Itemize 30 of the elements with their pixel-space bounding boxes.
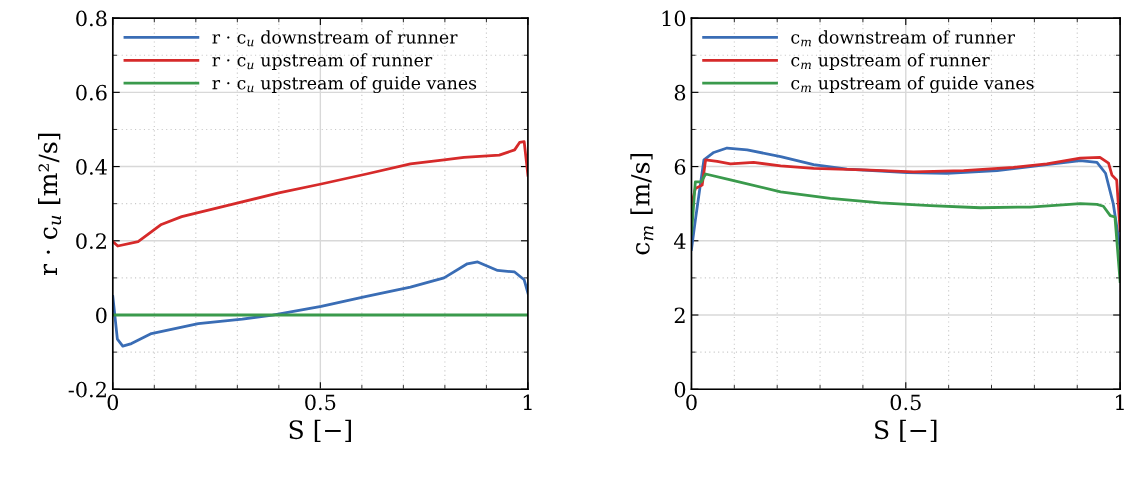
y-tick-label: 0.6 <box>76 84 107 101</box>
y-tick-label: 2 <box>674 307 685 323</box>
x-tick-label: 1 <box>523 394 532 410</box>
x-tick-label: 0.5 <box>305 394 336 411</box>
x-tick-label: 0 <box>107 394 119 411</box>
line-series <box>112 140 528 248</box>
y-tick-label: 0.8 <box>76 10 107 27</box>
y-tick-label: 0 <box>96 307 107 324</box>
legend-label: r · c$_{u}$ upstream of runner <box>212 53 433 70</box>
y-tick-label: 0.4 <box>76 159 107 175</box>
y-tick-label: 6 <box>674 159 686 175</box>
x-tick-label: 1 <box>1116 394 1124 410</box>
legend-label: c$_{m}$ upstream of guide vanes <box>791 76 1034 94</box>
y-axis-title: c$_{m}$ [m/s] <box>630 153 654 255</box>
line-series <box>112 260 528 348</box>
y-tick-label: 4 <box>673 233 686 249</box>
x-axis-title: S [−] <box>289 419 351 443</box>
y-tick-label: 8 <box>674 84 686 101</box>
y-tick-label: -0.2 <box>68 381 106 398</box>
x-tick-label: 0 <box>686 394 697 411</box>
x-axis-title: S [−] <box>875 419 937 443</box>
legend-label: r · c$_{u}$ upstream of guide vanes <box>212 76 477 94</box>
x-tick-label: 0.5 <box>890 394 921 411</box>
y-tick-label: 0.2 <box>76 233 106 249</box>
legend-label: c$_{m}$ upstream of runner <box>791 53 990 70</box>
y-tick-label: 0 <box>674 381 686 398</box>
y-axis-title: r · c$_{u}$ [m²/s] <box>38 133 62 276</box>
legend-label: c$_{m}$ downstream of runner <box>791 30 1016 47</box>
y-tick-label: 10 <box>662 10 686 27</box>
legend-label: r · c$_{u}$ downstream of runner <box>212 30 458 47</box>
